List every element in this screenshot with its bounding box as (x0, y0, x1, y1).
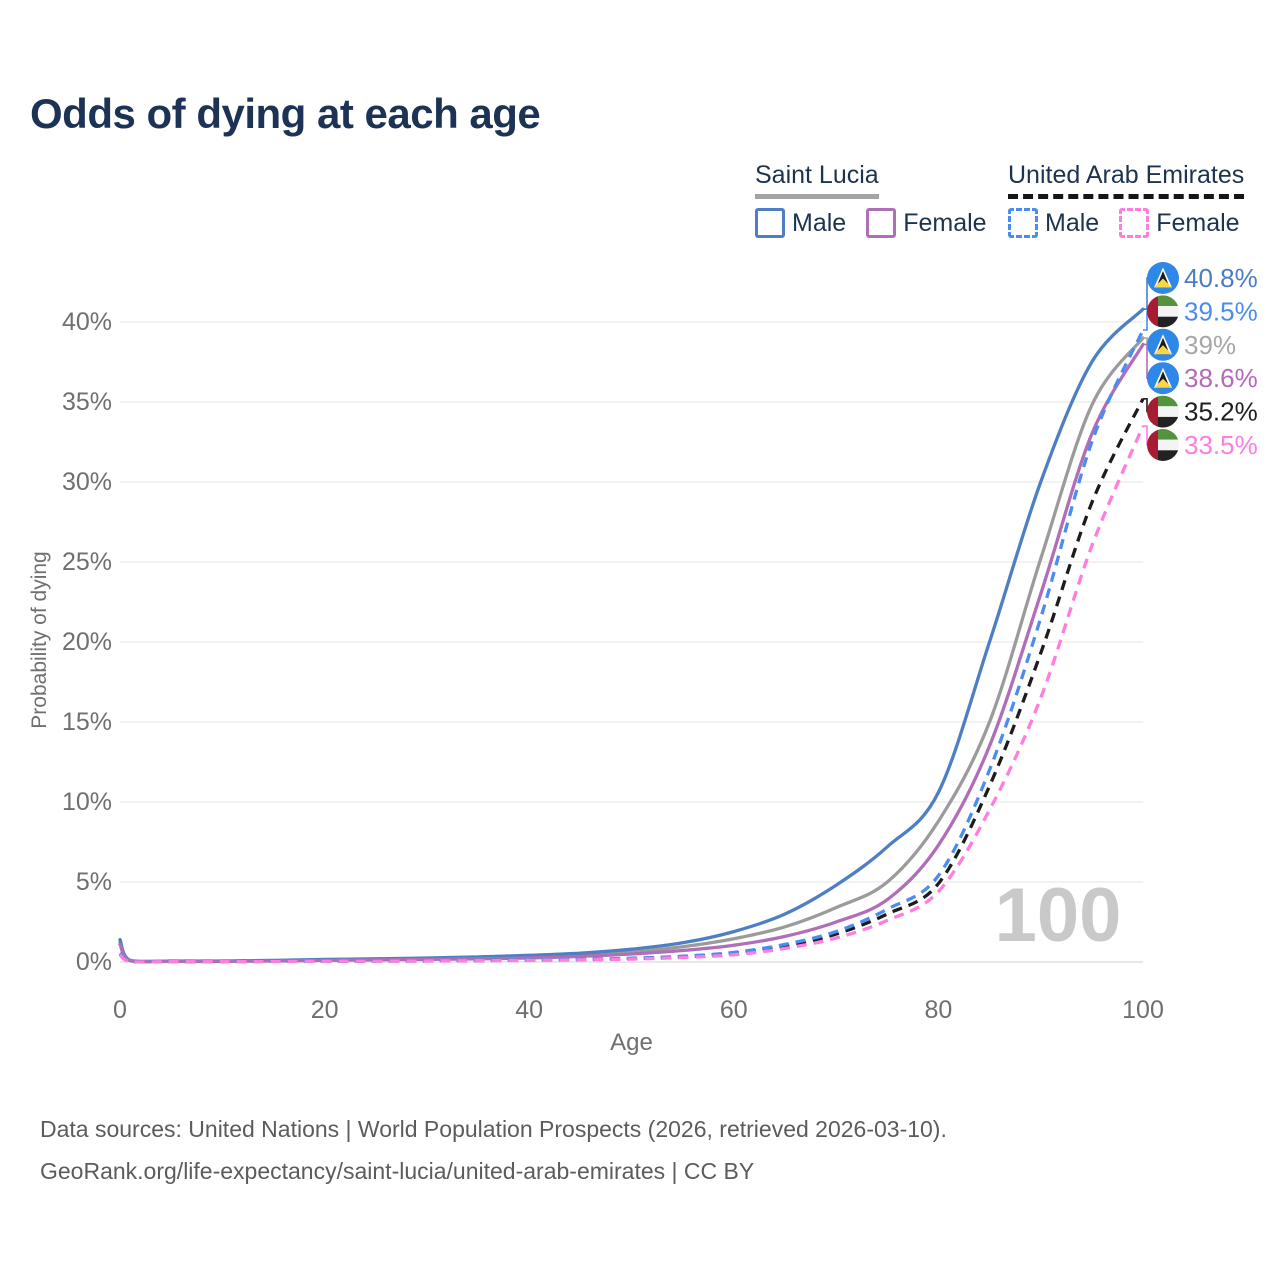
end-value-label: 40.8% (1184, 263, 1258, 293)
end-value-label: 33.5% (1184, 430, 1258, 460)
legend-item-label: Male (1045, 208, 1100, 237)
legend-item-uae-male[interactable]: Male (1008, 208, 1099, 238)
x-tick-label: 100 (1122, 996, 1164, 1024)
series-line-saint-lucia-male[interactable] (118, 307, 1145, 964)
legend-group-united-arab-emirates: United Arab Emirates Male Female (1008, 161, 1245, 238)
legend-item-label: Male (792, 208, 847, 237)
saint-lucia-female-swatch-icon (866, 208, 897, 238)
legend-item-uae-female[interactable]: Female (1119, 208, 1240, 238)
footer: Data sources: United Nations | World Pop… (40, 1108, 947, 1192)
x-axis-title: Age (610, 1029, 653, 1056)
y-tick-label: 10% (62, 788, 112, 816)
y-tick-label: 35% (62, 388, 112, 416)
end-value-label: 38.6% (1184, 363, 1258, 393)
series-line-united-arab-emirates-male[interactable] (118, 329, 1145, 964)
end-value-label: 39.5% (1184, 296, 1258, 326)
legend-item-saint-lucia-male[interactable]: Male (755, 208, 846, 238)
flag-icon-saint-lucia (1147, 328, 1179, 361)
flag-icon-saint-lucia (1147, 362, 1179, 395)
series-line-united-arab-emirates-all[interactable] (118, 398, 1145, 964)
legend-item-label: Female (903, 208, 987, 237)
end-value-label: 35.2% (1184, 397, 1258, 427)
x-tick-label: 60 (720, 996, 748, 1024)
end-value-label: 39% (1184, 330, 1236, 360)
legend-item-label: Female (1156, 208, 1240, 237)
saint-lucia-male-swatch-icon (755, 208, 785, 238)
y-tick-label: 0% (76, 948, 112, 976)
x-tick-label: 20 (311, 996, 339, 1024)
uae-female-swatch-icon (1119, 208, 1150, 238)
x-tick-label: 0 (113, 996, 127, 1024)
y-tick-label: 25% (62, 548, 112, 576)
flag-icon-uae (1147, 429, 1179, 461)
y-tick-label: 40% (62, 308, 112, 336)
series-line-saint-lucia-all[interactable] (118, 336, 1145, 964)
x-tick-label: 40 (515, 996, 543, 1024)
uae-male-swatch-icon (1008, 208, 1038, 238)
legend-item-saint-lucia-female[interactable]: Female (866, 208, 987, 238)
data-sources-line: Data sources: United Nations | World Pop… (40, 1116, 947, 1142)
flag-icon-uae (1147, 295, 1179, 328)
legend-heading-saint-lucia: Saint Lucia (755, 161, 879, 199)
y-tick-label: 30% (62, 468, 112, 496)
legend-heading-united-arab-emirates: United Arab Emirates (1008, 161, 1245, 199)
y-tick-label: 20% (62, 628, 112, 656)
y-tick-label: 5% (76, 868, 112, 896)
x-tick-label: 80 (924, 996, 952, 1024)
series-line-saint-lucia-female[interactable] (118, 342, 1145, 964)
series-line-united-arab-emirates-female[interactable] (118, 425, 1145, 964)
legend-group-saint-lucia: Saint Lucia Male Female (755, 161, 987, 238)
age-watermark: 100 (995, 873, 1122, 958)
flag-icon-uae (1147, 395, 1179, 428)
flag-icon-saint-lucia (1147, 262, 1179, 294)
attribution-line: GeoRank.org/life-expectancy/saint-lucia/… (40, 1158, 755, 1184)
page-title: Odds of dying at each age (30, 90, 541, 137)
y-axis-title: Probability of dying (28, 551, 51, 728)
y-tick-label: 15% (62, 708, 112, 736)
